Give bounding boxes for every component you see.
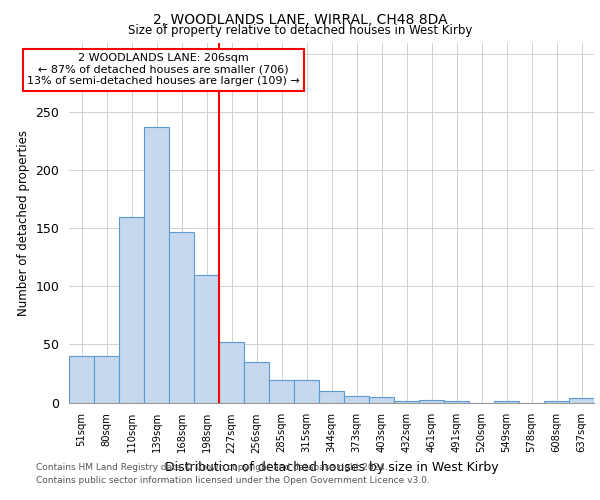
Bar (169, 232, 194, 402)
Bar (144, 128, 169, 402)
Bar (569, 398, 594, 402)
Bar (344, 396, 369, 402)
Text: Contains public sector information licensed under the Open Government Licence v3: Contains public sector information licen… (36, 476, 430, 485)
Text: 2 WOODLANDS LANE: 206sqm
← 87% of detached houses are smaller (706)
13% of semi-: 2 WOODLANDS LANE: 206sqm ← 87% of detach… (27, 54, 300, 86)
Bar (244, 362, 269, 403)
X-axis label: Distribution of detached houses by size in West Kirby: Distribution of detached houses by size … (164, 461, 499, 474)
Text: Size of property relative to detached houses in West Kirby: Size of property relative to detached ho… (128, 24, 472, 37)
Bar (219, 342, 244, 402)
Bar (269, 380, 294, 402)
Y-axis label: Number of detached properties: Number of detached properties (17, 130, 30, 316)
Bar (369, 396, 394, 402)
Text: 2, WOODLANDS LANE, WIRRAL, CH48 8DA: 2, WOODLANDS LANE, WIRRAL, CH48 8DA (152, 12, 448, 26)
Bar (119, 216, 144, 402)
Bar (194, 275, 219, 402)
Bar (294, 380, 319, 402)
Bar (319, 391, 344, 402)
Bar (419, 400, 444, 402)
Bar (69, 356, 94, 403)
Text: Contains HM Land Registry data © Crown copyright and database right 2024.: Contains HM Land Registry data © Crown c… (36, 462, 388, 471)
Bar (94, 356, 119, 403)
